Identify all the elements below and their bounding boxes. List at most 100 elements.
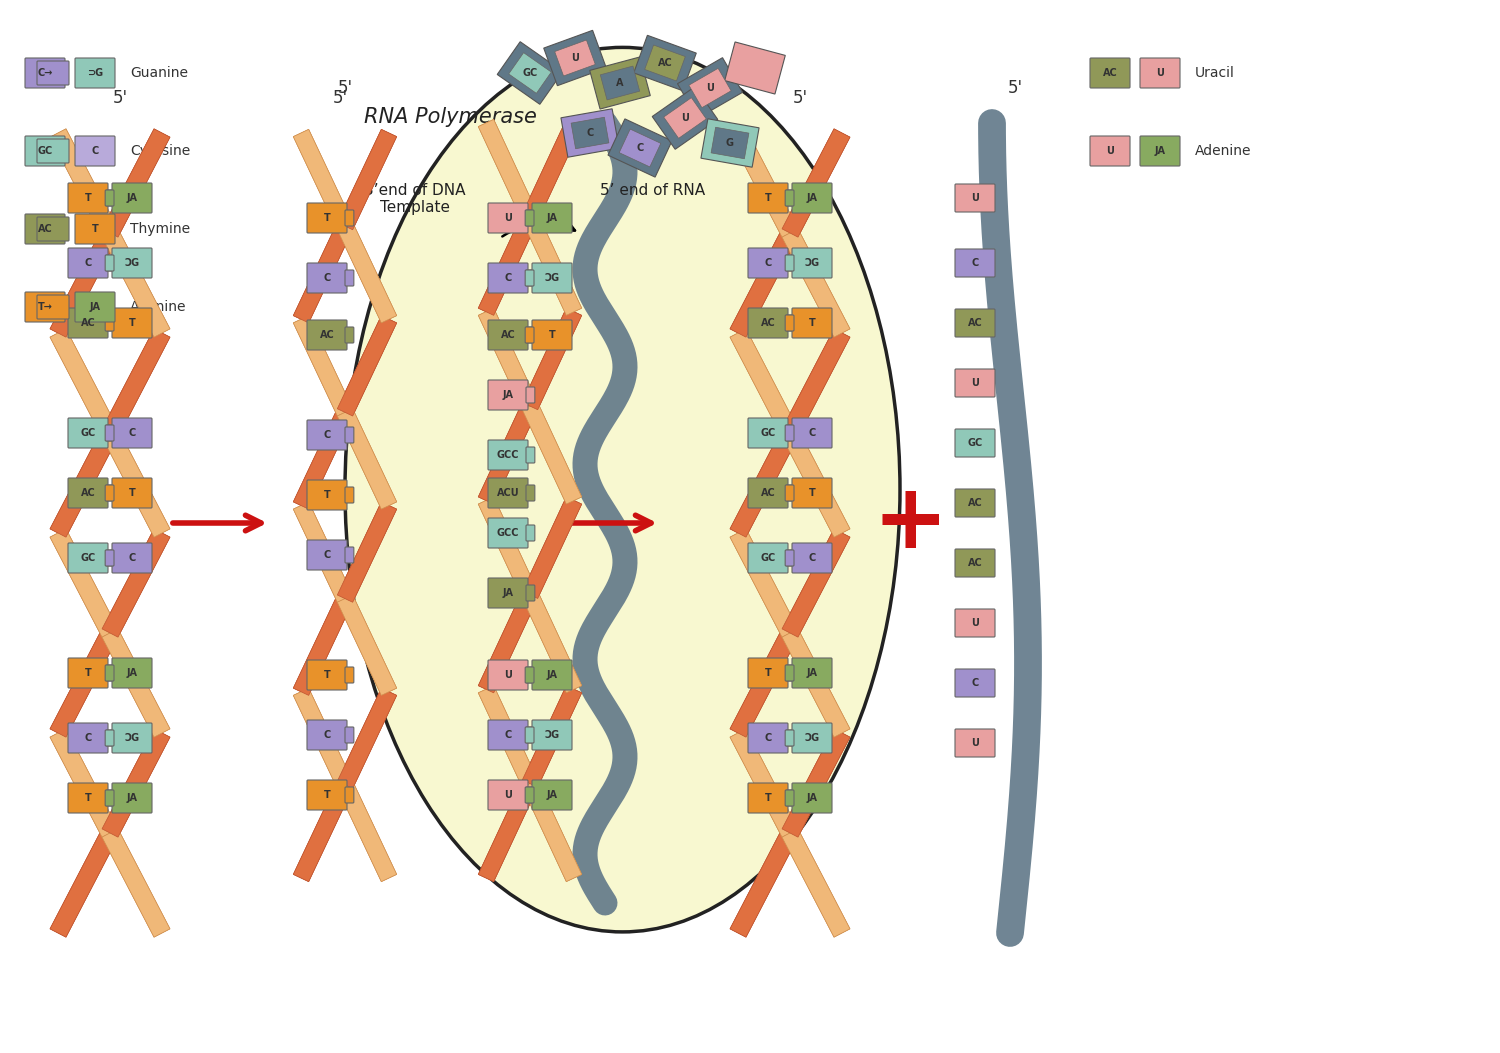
- FancyBboxPatch shape: [308, 203, 347, 233]
- Text: JA: JA: [546, 670, 558, 680]
- Text: JA: JA: [546, 213, 558, 223]
- FancyBboxPatch shape: [488, 380, 528, 410]
- Polygon shape: [294, 316, 396, 510]
- Polygon shape: [730, 729, 798, 837]
- Polygon shape: [522, 497, 582, 598]
- Text: 5': 5': [333, 90, 348, 107]
- Text: AC: AC: [501, 330, 516, 340]
- Polygon shape: [294, 502, 396, 695]
- Text: T: T: [129, 318, 135, 327]
- FancyBboxPatch shape: [75, 58, 116, 88]
- Text: C: C: [972, 258, 978, 269]
- FancyBboxPatch shape: [112, 543, 152, 573]
- Text: T: T: [808, 318, 816, 327]
- FancyBboxPatch shape: [105, 790, 114, 806]
- Text: C: C: [129, 428, 135, 438]
- Text: ACU: ACU: [496, 488, 519, 498]
- FancyBboxPatch shape: [526, 667, 536, 683]
- FancyBboxPatch shape: [652, 86, 718, 150]
- FancyBboxPatch shape: [345, 327, 354, 343]
- Polygon shape: [50, 329, 118, 437]
- Polygon shape: [102, 729, 170, 837]
- FancyBboxPatch shape: [112, 478, 152, 508]
- FancyBboxPatch shape: [26, 58, 64, 88]
- FancyBboxPatch shape: [68, 418, 108, 448]
- FancyBboxPatch shape: [956, 489, 994, 517]
- Text: AC: AC: [1102, 68, 1118, 78]
- Polygon shape: [522, 402, 582, 504]
- Text: JA: JA: [807, 668, 818, 678]
- Polygon shape: [730, 329, 850, 537]
- Text: T: T: [324, 213, 330, 223]
- FancyBboxPatch shape: [496, 42, 562, 104]
- Polygon shape: [782, 729, 850, 837]
- FancyBboxPatch shape: [525, 787, 534, 803]
- Polygon shape: [50, 629, 118, 737]
- Polygon shape: [338, 316, 396, 416]
- Polygon shape: [522, 214, 582, 315]
- Text: 5': 5': [1008, 79, 1023, 97]
- FancyBboxPatch shape: [1140, 58, 1180, 88]
- Text: JA: JA: [90, 302, 101, 312]
- Text: JA: JA: [126, 668, 138, 678]
- FancyBboxPatch shape: [784, 790, 794, 806]
- Polygon shape: [730, 729, 850, 937]
- FancyBboxPatch shape: [633, 36, 696, 91]
- Text: Cytosine: Cytosine: [130, 144, 190, 158]
- Polygon shape: [50, 429, 118, 537]
- FancyBboxPatch shape: [75, 292, 116, 322]
- FancyBboxPatch shape: [75, 136, 116, 166]
- Text: AC: AC: [81, 488, 96, 498]
- Text: GCC: GCC: [496, 528, 519, 538]
- FancyBboxPatch shape: [488, 203, 528, 233]
- Polygon shape: [478, 309, 582, 504]
- Ellipse shape: [345, 47, 900, 932]
- FancyBboxPatch shape: [106, 790, 116, 806]
- Text: C: C: [504, 730, 512, 740]
- FancyBboxPatch shape: [112, 783, 152, 813]
- FancyBboxPatch shape: [956, 729, 994, 757]
- Polygon shape: [338, 595, 396, 695]
- Text: JA: JA: [503, 390, 513, 400]
- Polygon shape: [478, 309, 582, 504]
- FancyBboxPatch shape: [38, 217, 69, 241]
- FancyBboxPatch shape: [532, 263, 572, 293]
- FancyBboxPatch shape: [711, 127, 748, 159]
- FancyBboxPatch shape: [68, 543, 108, 573]
- FancyBboxPatch shape: [488, 780, 528, 810]
- FancyBboxPatch shape: [688, 68, 730, 107]
- FancyBboxPatch shape: [68, 249, 108, 278]
- Text: C: C: [92, 146, 99, 156]
- Text: AC: AC: [968, 318, 982, 327]
- FancyBboxPatch shape: [784, 190, 794, 206]
- FancyBboxPatch shape: [488, 440, 528, 470]
- Polygon shape: [50, 529, 118, 637]
- Text: C→: C→: [38, 68, 52, 78]
- Text: JA: JA: [503, 588, 513, 598]
- FancyBboxPatch shape: [526, 270, 536, 286]
- Polygon shape: [50, 229, 118, 337]
- FancyBboxPatch shape: [488, 660, 528, 690]
- Polygon shape: [50, 329, 170, 537]
- FancyBboxPatch shape: [784, 425, 794, 441]
- Polygon shape: [478, 780, 537, 881]
- FancyBboxPatch shape: [792, 183, 832, 213]
- FancyBboxPatch shape: [748, 478, 788, 508]
- Text: GCC: GCC: [496, 450, 519, 460]
- Polygon shape: [782, 329, 850, 437]
- FancyBboxPatch shape: [663, 98, 706, 138]
- Text: GC: GC: [760, 428, 776, 438]
- FancyBboxPatch shape: [526, 327, 536, 343]
- FancyBboxPatch shape: [26, 292, 64, 322]
- Polygon shape: [50, 128, 170, 337]
- FancyBboxPatch shape: [106, 255, 116, 271]
- Polygon shape: [478, 497, 582, 693]
- Text: Uracil: Uracil: [1196, 66, 1234, 80]
- Text: T: T: [92, 224, 99, 234]
- FancyBboxPatch shape: [956, 249, 994, 277]
- Text: ⊃G: ⊃G: [87, 68, 104, 78]
- Polygon shape: [730, 729, 850, 937]
- FancyBboxPatch shape: [792, 307, 832, 338]
- Polygon shape: [730, 529, 850, 737]
- Polygon shape: [50, 829, 118, 937]
